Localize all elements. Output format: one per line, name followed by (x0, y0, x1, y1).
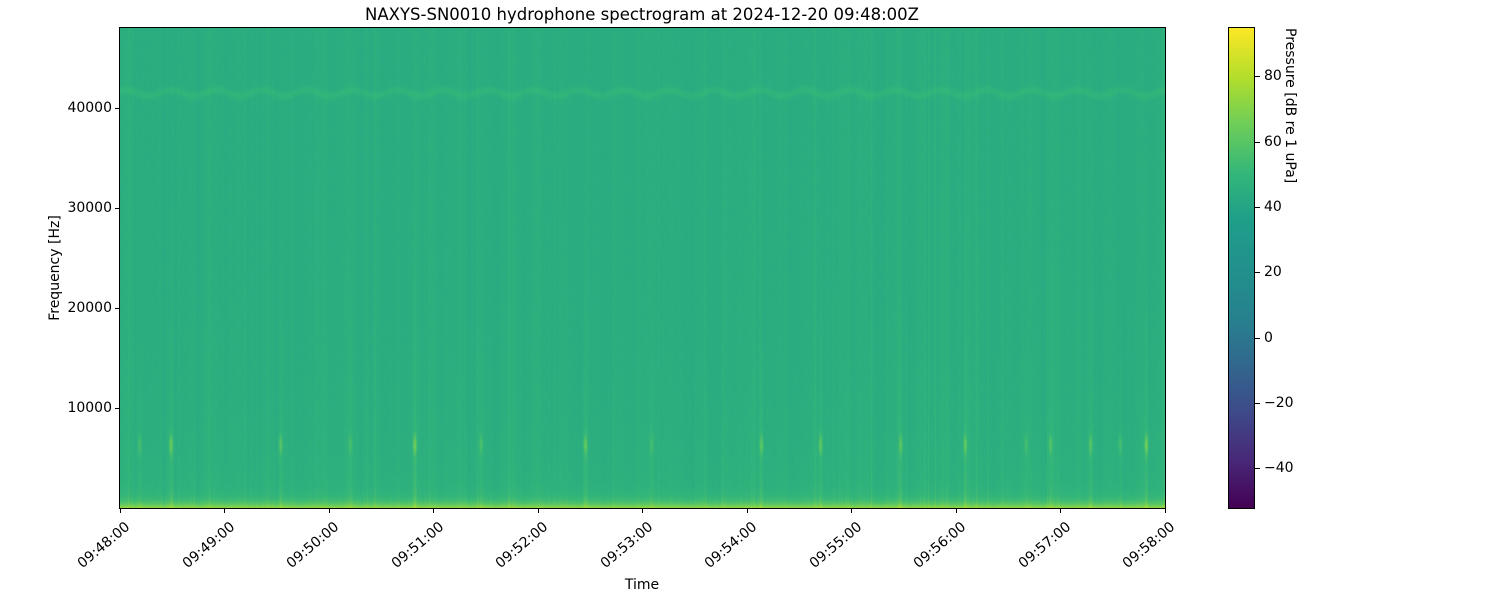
colorbar-tick-mark (1255, 403, 1260, 404)
x-tick-mark (119, 508, 121, 513)
colorbar-tick-label: 80 (1264, 68, 1282, 85)
x-tick-label: 09:56:00 (910, 519, 970, 572)
y-tick-mark (115, 207, 120, 209)
colorbar-tick-mark (1255, 272, 1260, 274)
x-tick-mark (537, 508, 539, 513)
x-tick-mark (746, 508, 748, 513)
x-tick-mark (1060, 508, 1061, 513)
x-tick-mark (328, 508, 330, 513)
colorbar-tick-mark (1255, 468, 1260, 470)
x-tick-label: 09:48:00 (74, 519, 134, 572)
x-axis-label: Time (624, 577, 660, 593)
y-tick-mark (115, 307, 120, 309)
x-tick-mark (955, 508, 957, 513)
y-tick-label: 40000 (67, 99, 112, 116)
colorbar-tick-label: −40 (1264, 460, 1294, 477)
spectrogram-heatmap (120, 28, 1165, 508)
colorbar-tick-label: 0 (1264, 329, 1273, 346)
y-tick-label: 30000 (67, 199, 112, 216)
x-tick-label: 09:55:00 (806, 519, 865, 572)
y-tick-mark (115, 107, 120, 109)
x-tick-mark (1164, 508, 1166, 513)
x-tick-mark (642, 508, 643, 513)
chart-title: NAXYS-SN0010 hydrophone spectrogram at 2… (365, 5, 919, 24)
x-tick-mark (224, 508, 225, 513)
colorbar-tick-label: 40 (1264, 199, 1282, 216)
y-tick-label: 10000 (67, 399, 112, 416)
x-tick-label: 09:52:00 (492, 519, 552, 572)
y-tick-label: 20000 (67, 299, 112, 316)
x-tick-label: 09:51:00 (388, 519, 447, 572)
colorbar-tick-label: −20 (1264, 395, 1294, 411)
colorbar-label: Pressure [dB re 1 uPa] (1282, 28, 1298, 184)
colorbar-tick-label: 60 (1264, 133, 1282, 150)
x-tick-label: 09:50:00 (283, 519, 343, 572)
colorbar-tick-mark (1255, 337, 1260, 339)
x-tick-mark (851, 508, 852, 513)
y-tick-mark (115, 407, 120, 409)
colorbar-tick-label: 20 (1264, 264, 1282, 281)
colorbar-tick-mark (1255, 141, 1260, 143)
plot-area (119, 27, 1166, 509)
colorbar-gradient (1228, 27, 1255, 509)
x-tick-label: 09:58:00 (1119, 519, 1179, 572)
colorbar-tick-mark (1255, 207, 1260, 209)
x-tick-label: 09:54:00 (701, 519, 761, 572)
x-tick-label: 09:49:00 (179, 519, 238, 572)
x-tick-label: 09:57:00 (1015, 519, 1074, 572)
x-tick-mark (433, 508, 434, 513)
x-tick-label: 09:53:00 (597, 519, 656, 572)
colorbar-tick-mark (1255, 76, 1260, 78)
